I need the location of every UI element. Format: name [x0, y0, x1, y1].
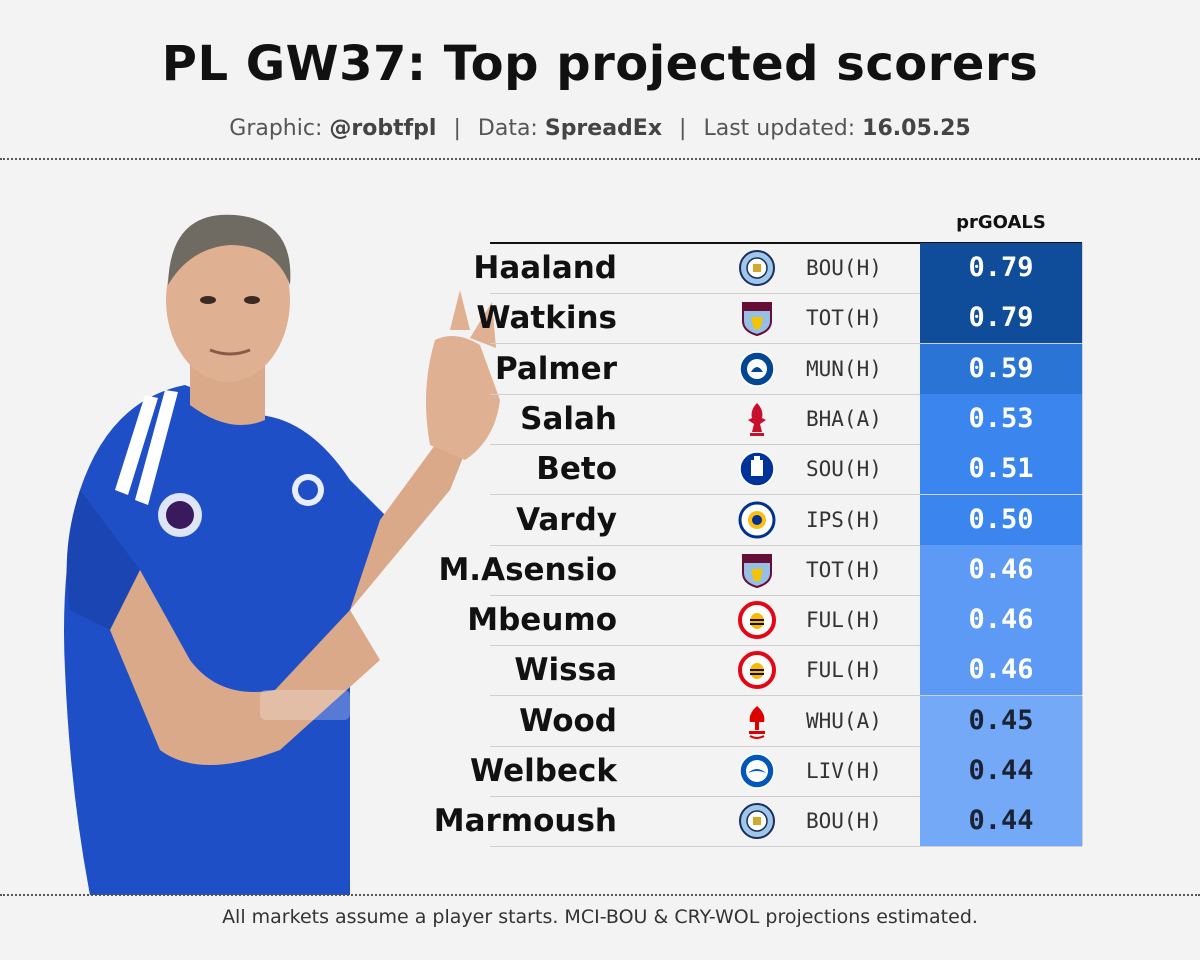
- projected-goals-value: 0.46: [968, 604, 1034, 636]
- data-label: Data:: [477, 116, 538, 141]
- projected-goals-value: 0.46: [968, 654, 1034, 686]
- aston-villa-badge-icon: [742, 302, 772, 337]
- man-city-badge-icon: [739, 803, 775, 840]
- nottingham-forest-badge-icon: [749, 705, 765, 739]
- fixture: LIV(H): [806, 759, 882, 783]
- updated-label: Last updated:: [703, 116, 856, 141]
- brentford-badge-icon: [738, 651, 776, 690]
- value-cell: 0.46: [920, 645, 1083, 696]
- table-row: Vardy IPS(H) 0.50: [490, 494, 1083, 546]
- player-name: Watkins: [476, 300, 617, 337]
- projected-goals-value: 0.53: [968, 402, 1034, 434]
- player-photo: [64, 214, 500, 895]
- player-name: Palmer: [494, 350, 617, 387]
- fixture: TOT(H): [806, 557, 882, 582]
- projected-goals-value: 0.79: [968, 252, 1034, 283]
- leicester-badge-icon: [738, 501, 776, 538]
- data-source: SpreadEx: [544, 116, 663, 141]
- value-cell: 0.44: [920, 796, 1083, 847]
- projected-goals-value: 0.51: [968, 453, 1034, 485]
- table-row: Haaland BOU(H) 0.79: [473, 243, 1083, 294]
- chelsea-badge-icon: [739, 350, 775, 387]
- projected-goals-value: 0.44: [968, 805, 1034, 837]
- player-name: Vardy: [516, 501, 617, 538]
- fixture: TOT(H): [806, 306, 882, 331]
- value-cell: 0.46: [920, 595, 1083, 646]
- table-row: Beto SOU(H) 0.51: [490, 444, 1083, 496]
- fixture: WHU(A): [806, 708, 882, 733]
- separator: |: [453, 116, 461, 141]
- table-row: Salah BHA(A) 0.53: [490, 393, 1083, 445]
- table-row: Mbeumo FUL(H) 0.46: [467, 595, 1083, 647]
- player-name: Marmoush: [433, 803, 617, 840]
- player-name: Wood: [519, 702, 617, 739]
- player-name: Salah: [520, 400, 617, 437]
- liverpool-badge-icon: [748, 402, 766, 436]
- brighton-badge-icon: [739, 753, 775, 789]
- credits-line: Graphic: @robtfpl | Data: SpreadEx | Las…: [0, 116, 1200, 141]
- player-name: Haaland: [473, 250, 617, 286]
- projected-goals-value: 0.59: [968, 352, 1034, 384]
- top-divider: [0, 158, 1200, 160]
- fixture: BOU(H): [806, 809, 882, 834]
- separator: |: [679, 116, 687, 141]
- player-name: Wissa: [514, 652, 617, 689]
- fixture: IPS(H): [806, 507, 882, 532]
- projected-goals-value: 0.50: [968, 503, 1034, 535]
- graphic-label: Graphic:: [229, 116, 323, 141]
- fixture: BOU(H): [806, 256, 882, 280]
- aston-villa-badge-icon: [742, 553, 772, 588]
- value-cell: 0.45: [920, 695, 1083, 746]
- fixture: MUN(H): [806, 356, 882, 381]
- value-cell: 0.51: [920, 444, 1083, 495]
- player-name: Welbeck: [470, 753, 617, 789]
- brentford-badge-icon: [738, 601, 776, 640]
- table-row: Watkins TOT(H) 0.79: [476, 293, 1083, 345]
- fixture: SOU(H): [806, 457, 882, 482]
- table-row: Wissa FUL(H) 0.46: [490, 645, 1083, 697]
- player-name: M.Asensio: [438, 551, 617, 588]
- value-cell: 0.59: [920, 343, 1083, 394]
- value-cell: 0.44: [920, 746, 1083, 796]
- player-name: Mbeumo: [467, 602, 617, 639]
- value-cell: 0.50: [920, 494, 1083, 545]
- player-name: Beto: [536, 451, 617, 488]
- table-top-rule: [490, 242, 1082, 244]
- column-header-prgoals: prGOALS: [956, 212, 1046, 233]
- table-row: Welbeck LIV(H) 0.44: [470, 746, 1083, 797]
- man-city-badge-icon: [739, 250, 775, 286]
- value-cell: 0.79: [920, 243, 1083, 293]
- projected-goals-value: 0.44: [968, 755, 1034, 786]
- everton-badge-icon: [739, 451, 775, 487]
- fixture: BHA(A): [806, 406, 882, 431]
- table-row: Marmoush BOU(H) 0.44: [434, 796, 1083, 848]
- projected-goals-value: 0.46: [968, 553, 1034, 585]
- table-row: M.Asensio TOT(H) 0.46: [438, 544, 1083, 596]
- projected-goals-value: 0.45: [968, 704, 1034, 736]
- updated-date: 16.05.25: [862, 116, 971, 141]
- graphic-author: @robtfpl: [329, 116, 437, 141]
- table-row: Palmer MUN(H) 0.59: [490, 343, 1083, 395]
- value-cell: 0.46: [920, 544, 1083, 595]
- bottom-divider: [0, 894, 1200, 896]
- table-row: Wood WHU(A) 0.45: [490, 695, 1083, 747]
- value-cell: 0.53: [920, 393, 1083, 444]
- footnote: All markets assume a player starts. MCI-…: [222, 906, 978, 928]
- projected-goals-value: 0.79: [968, 302, 1034, 334]
- page-title: PL GW37: Top projected scorers: [161, 36, 1039, 92]
- player-shirt: [64, 385, 390, 895]
- value-cell: 0.79: [920, 293, 1083, 344]
- fixture: FUL(H): [806, 608, 882, 633]
- fixture: FUL(H): [806, 658, 882, 683]
